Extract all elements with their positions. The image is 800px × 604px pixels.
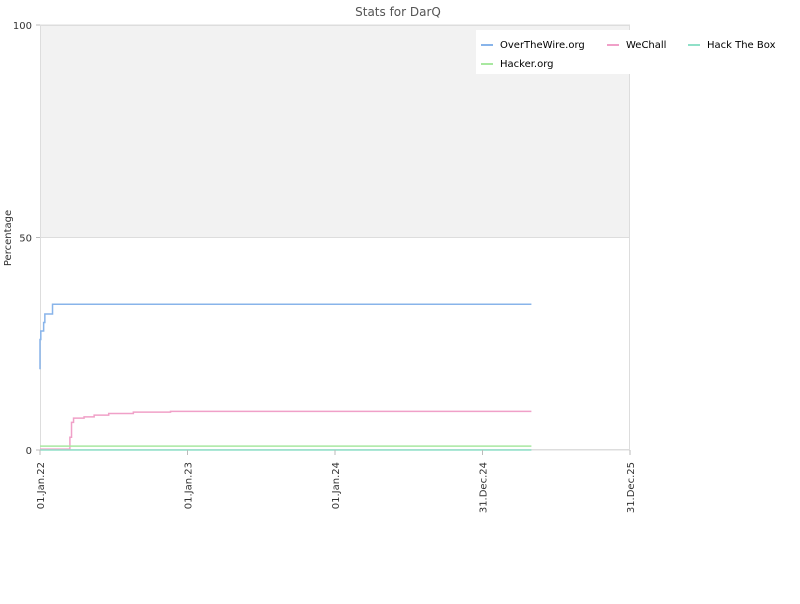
legend-entry-label: Hacker.org xyxy=(500,59,554,70)
y-tick-label: 50 xyxy=(19,234,32,245)
y-tick-label: 0 xyxy=(26,446,32,457)
y-axis-ticks: 0 50 100 xyxy=(13,21,40,457)
legend-background xyxy=(476,30,796,74)
x-tick-label: 01.Jan.23 xyxy=(184,462,195,509)
legend-entry-label: Hack The Box xyxy=(707,40,776,51)
x-tick-label: 01.Jan.22 xyxy=(36,462,47,509)
y-tick-label: 100 xyxy=(13,21,32,32)
x-axis-ticks: 01.Jan.22 01.Jan.23 01.Jan.24 31.Dec.24 31.D… xyxy=(36,450,637,513)
series-line-1 xyxy=(40,410,532,450)
y-axis-label: Percentage xyxy=(3,210,14,266)
legend-entry-label: WeChall xyxy=(626,40,666,51)
legend-entry-label: OverTheWire.org xyxy=(500,40,585,51)
legend: OverTheWire.org WeChall Hack The Box Hacker… xyxy=(476,30,796,74)
series-line-0 xyxy=(39,303,532,370)
x-tick-label: 31.Dec.25 xyxy=(626,462,637,513)
x-tick-label: 01.Jan.24 xyxy=(331,462,342,509)
series-layer xyxy=(39,303,532,451)
x-tick-label: 31.Dec.24 xyxy=(479,462,490,513)
chart-title: Stats for DarQ xyxy=(355,5,441,19)
